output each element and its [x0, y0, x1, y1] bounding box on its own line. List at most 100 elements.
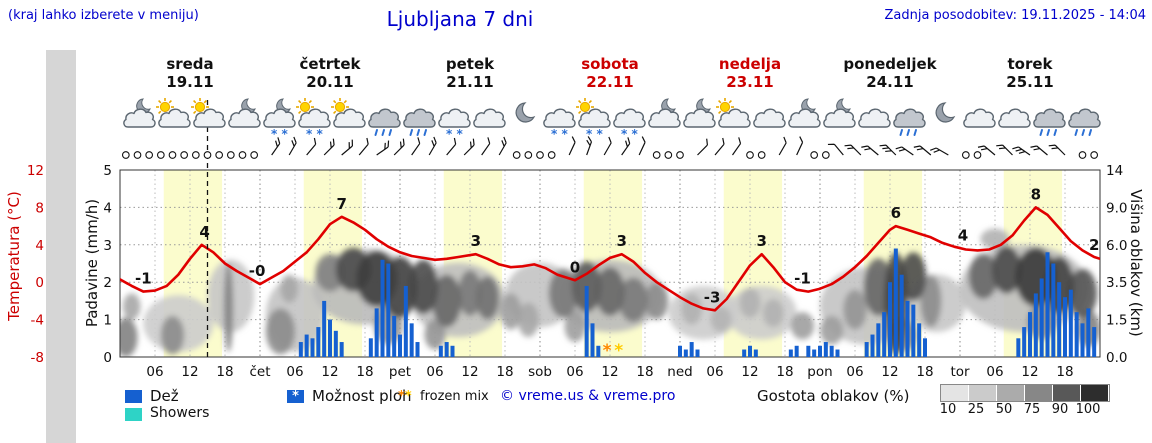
calm-wind-circle: [676, 151, 684, 159]
day-name: nedelja: [718, 55, 782, 73]
copyright-link[interactable]: © vreme.us & vreme.pro: [500, 388, 676, 404]
wind-barb: [996, 144, 1013, 156]
temperature-value-label: 4: [958, 227, 968, 245]
sun-cloud-snow-icon: * *: [295, 97, 331, 141]
rain-bar: [911, 304, 916, 357]
temperature-value-label: 3: [616, 232, 626, 250]
temperature-tick: 0: [35, 275, 44, 291]
calm-wind-circle: [810, 151, 819, 159]
temperature-value-label: -1: [794, 270, 811, 288]
calm-wind-circle: [203, 151, 212, 159]
plot-frame: [119, 169, 1101, 358]
moon-icon: [925, 97, 961, 139]
temperature-value-label: 6: [891, 204, 901, 222]
day-date: 19.11: [166, 73, 214, 91]
rain-bar: [444, 342, 449, 357]
cloud-blob: [739, 287, 761, 318]
density-tick-label: 10: [939, 402, 957, 417]
x-axis-label: pon: [807, 364, 832, 380]
x-axis-label: ned: [667, 364, 692, 380]
precip-tick: 0: [103, 350, 112, 366]
cloud-blob: [432, 274, 462, 328]
wind-barb: [306, 137, 317, 156]
precip-tick: 4: [103, 200, 112, 216]
x-axis-label: čet: [249, 364, 270, 380]
x-axis-label: 06: [566, 364, 583, 380]
calm-wind-circle: [180, 151, 189, 159]
precip-tick: 1: [103, 313, 112, 329]
rain-cloud-icon: [365, 97, 401, 139]
density-tick-label: 25: [967, 402, 985, 417]
cloud-blob: [710, 306, 732, 333]
cloud-blob: [843, 289, 867, 330]
rain-legend-swatch: [125, 390, 142, 403]
rain-legend-label: Dež: [150, 387, 179, 405]
cloud-blob: [618, 277, 648, 323]
cloud-icon: [750, 97, 786, 139]
temperature-polyline: [120, 206, 1100, 312]
wind-barb: [895, 146, 914, 156]
wind-barb: [568, 136, 576, 156]
x-axis-label: 12: [741, 364, 758, 380]
sun-cloud-icon: [190, 97, 226, 139]
day-name: četrtek: [299, 55, 361, 73]
rain-bar: [438, 345, 443, 357]
temperature-value-label: 8: [1031, 185, 1041, 203]
cloud-blob: [160, 315, 185, 355]
rain-bar: [876, 323, 881, 357]
cloud-blob: [681, 293, 703, 325]
x-axis-label: 18: [496, 364, 513, 380]
wind-barb: [393, 138, 405, 156]
cloud-blob: [122, 293, 141, 320]
x-axis-label: 18: [216, 364, 233, 380]
cloud-blob: [265, 308, 295, 355]
wind-barb: [446, 137, 457, 156]
wind-barb: [778, 136, 787, 156]
rain-bar: [742, 349, 747, 357]
rain-cloud-icon: [400, 97, 436, 139]
cloud-height-tick: 9.0: [1106, 200, 1127, 216]
rain-bar: [829, 345, 834, 357]
calm-wind-circle: [664, 151, 673, 159]
rain-bar: [870, 334, 875, 357]
day-header: torek 25.11: [962, 55, 1098, 91]
calm-wind-circle: [156, 151, 165, 159]
x-axis-label: tor: [950, 364, 970, 380]
x-axis-label: 06: [426, 364, 443, 380]
density-tick-label: 100: [1075, 402, 1101, 417]
cloud-blob: [548, 268, 578, 318]
precip-tick: 2: [103, 275, 112, 291]
cloud-blob: [280, 274, 298, 303]
rain-bar: [823, 342, 828, 357]
rain-bar: [1092, 327, 1097, 357]
wind-barb: [977, 145, 996, 156]
x-axis-label: 18: [1056, 364, 1073, 380]
day-header: sreda 19.11: [122, 55, 258, 91]
rain-bar: [403, 285, 408, 357]
x-axis-label: 18: [776, 364, 793, 380]
calm-wind-circle: [547, 151, 556, 159]
cloud-blob: [517, 302, 539, 338]
cloud-density-tick-labels: 10 25 50 75 90 100: [934, 402, 1102, 417]
density-cell: [941, 385, 969, 401]
rain-bar: [584, 285, 589, 357]
svg-text:* *: * *: [621, 127, 638, 139]
density-tick-label: 90: [1051, 402, 1069, 417]
wind-barb: [930, 147, 949, 156]
frozen-mix-icon: **: [398, 389, 412, 404]
density-tick-label: 50: [995, 402, 1013, 417]
rain-bar: [864, 342, 869, 357]
calm-wind-circle: [191, 151, 200, 159]
rain-bar: [1022, 327, 1027, 357]
calm-wind-circle: [145, 151, 154, 159]
rain-bar: [386, 263, 391, 357]
wind-barb: [586, 136, 593, 156]
rain-bar: [450, 345, 455, 357]
moon-cloud-icon: [820, 97, 856, 139]
rain-bar: [888, 282, 892, 357]
day-date: 21.11: [446, 73, 494, 91]
day-header: nedelja 23.11: [682, 55, 818, 91]
cloud-icon: [855, 97, 891, 139]
x-axis-label: 06: [286, 364, 303, 380]
